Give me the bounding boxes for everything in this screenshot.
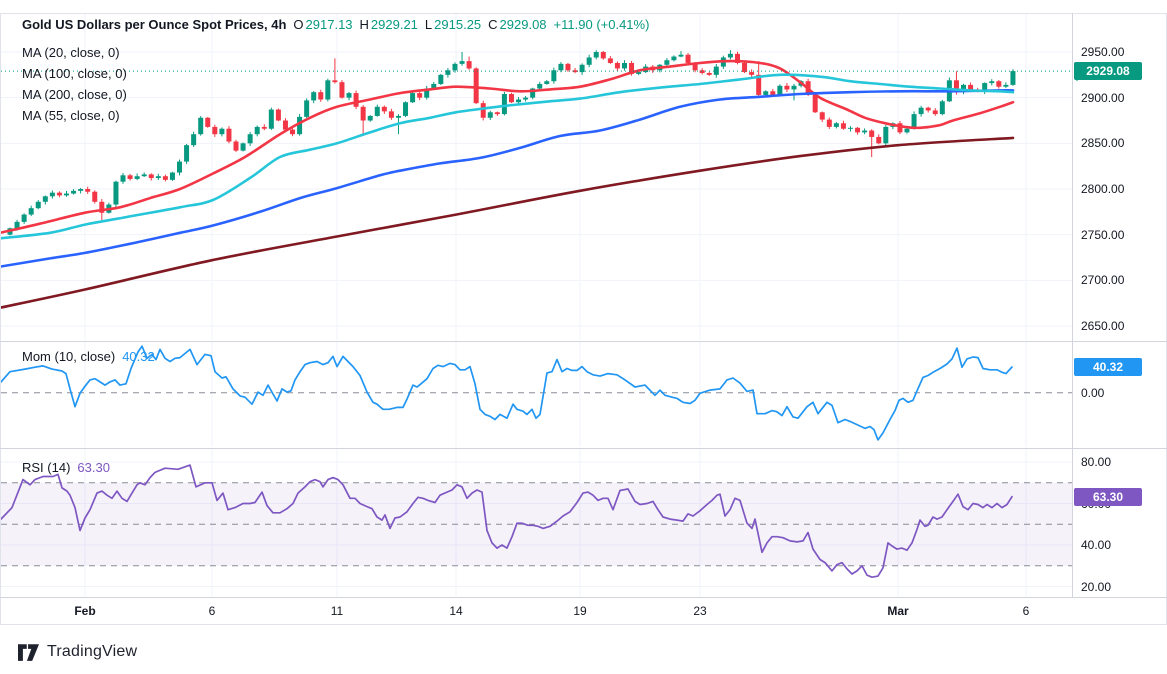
last-price-badge: 2929.08 (1074, 62, 1142, 81)
rsi-tick-label: 80.00 (1081, 455, 1112, 469)
low-label: L (424, 17, 433, 32)
high-value: 2929.21 (370, 17, 418, 32)
ma-20-legend[interactable]: MA (20, close, 0) (22, 45, 120, 61)
time-tick-label: 6 (208, 604, 216, 618)
tradingview-brand-text: TradingView (47, 643, 138, 660)
momentum-value-badge: 40.32 (1074, 357, 1142, 376)
symbol-legend[interactable]: Gold US Dollars per Ounce Spot Prices, 4… (22, 17, 649, 33)
time-tick-label: 6 (1022, 604, 1030, 618)
rsi-legend[interactable]: RSI (14) 63.30 (22, 460, 110, 476)
price-tick-label: 2900.00 (1081, 90, 1125, 105)
time-tick-label: 14 (449, 604, 463, 618)
time-tick-label: 19 (573, 604, 587, 618)
momentum-label: Mom (10, close) (22, 349, 116, 364)
close-value: 2929.08 (499, 17, 547, 32)
momentum-legend[interactable]: Mom (10, close) 40.32 (22, 349, 155, 365)
rsi-tick-label: 40.00 (1081, 538, 1112, 552)
ma-200-label: MA (200, close, 0) (22, 87, 127, 102)
ma-200-legend[interactable]: MA (200, close, 0) (22, 87, 127, 103)
price-tick-label: 2950.00 (1081, 45, 1125, 59)
price-tick-label: 2650.00 (1081, 318, 1125, 333)
price-tick-label: 2700.00 (1081, 273, 1125, 288)
momentum-zero-tick-label: 0.00 (1081, 385, 1105, 400)
open-label: O (293, 17, 304, 32)
rsi-value: 63.30 (77, 460, 110, 475)
low-value: 2915.25 (434, 17, 482, 32)
time-tick-label: Mar (887, 604, 909, 618)
tradingview-attribution[interactable]: TradingView (18, 643, 137, 661)
ma-100-legend[interactable]: MA (100, close, 0) (22, 66, 127, 82)
rsi-label: RSI (14) (22, 460, 71, 475)
time-tick-label: 11 (330, 604, 344, 618)
high-label: H (359, 17, 369, 32)
symbol-title: Gold US Dollars per Ounce Spot Prices, 4… (22, 17, 287, 32)
rsi-value-badge: 63.30 (1074, 487, 1142, 506)
close-label: C (488, 17, 498, 32)
ma-100-label: MA (100, close, 0) (22, 66, 127, 81)
rsi-tick-label: 20.00 (1081, 579, 1112, 594)
price-tick-label: 2800.00 (1081, 181, 1125, 196)
open-value: 2917.13 (305, 17, 353, 32)
price-tick-label: 2750.00 (1081, 227, 1125, 242)
tradingview-logo-icon (18, 643, 39, 661)
time-tick-label: 23 (693, 604, 707, 618)
ma-55-label: MA (55, close, 0) (22, 108, 120, 123)
momentum-value: 40.32 (122, 349, 155, 364)
ma-20-label: MA (20, close, 0) (22, 45, 120, 60)
time-tick-label: Feb (74, 604, 96, 618)
change-value: +11.90 (+0.41%) (553, 17, 650, 32)
price-tick-label: 2850.00 (1081, 136, 1125, 151)
ma-55-legend[interactable]: MA (55, close, 0) (22, 108, 120, 124)
